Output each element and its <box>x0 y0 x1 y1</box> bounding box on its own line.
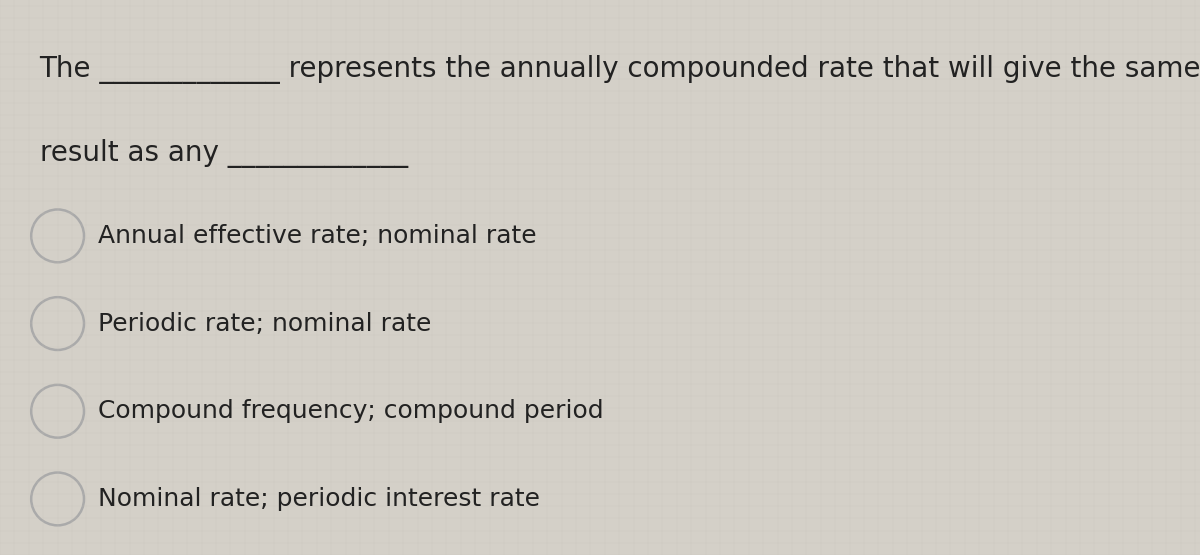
Text: Periodic rate; nominal rate: Periodic rate; nominal rate <box>98 311 432 336</box>
Text: Nominal rate; periodic interest rate: Nominal rate; periodic interest rate <box>98 487 540 511</box>
Text: Annual effective rate; nominal rate: Annual effective rate; nominal rate <box>98 224 538 248</box>
Text: Compound frequency; compound period: Compound frequency; compound period <box>98 399 604 423</box>
Text: result as any _____________: result as any _____________ <box>40 139 408 168</box>
Text: The _____________ represents the annually compounded rate that will give the sam: The _____________ represents the annuall… <box>40 56 1200 84</box>
